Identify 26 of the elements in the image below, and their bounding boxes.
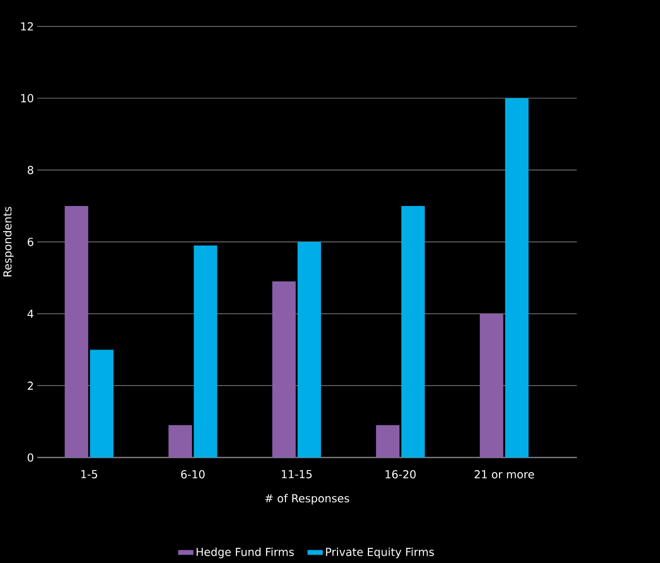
bar xyxy=(480,314,504,458)
bar xyxy=(505,98,529,458)
bar xyxy=(376,425,400,458)
y-axis-title: Respondents xyxy=(3,206,14,276)
x-axis-title: # of Responses xyxy=(265,494,350,505)
legend-label: Private Equity Firms xyxy=(326,548,434,558)
x-tick-label: 11-15 xyxy=(282,470,312,478)
x-tick-label: 16-20 xyxy=(386,470,416,478)
bar xyxy=(90,350,114,458)
y-tick-label: 0 xyxy=(28,453,34,462)
bar xyxy=(194,245,218,458)
legend-label: Hedge Fund Firms xyxy=(196,548,294,558)
y-tick-label: 10 xyxy=(21,94,34,102)
y-tick-label: 2 xyxy=(28,382,33,390)
bar xyxy=(64,206,88,458)
bar xyxy=(401,206,425,458)
bar xyxy=(298,242,322,458)
bar xyxy=(272,281,296,458)
x-tick-label: 1-5 xyxy=(81,470,98,478)
y-tick-label: 6 xyxy=(28,238,34,246)
y-tick-label: 4 xyxy=(28,310,34,318)
x-tick-label: 21 or more xyxy=(474,470,534,478)
x-tick-label: 6-10 xyxy=(181,470,205,478)
bar xyxy=(168,425,192,458)
y-tick-label: 8 xyxy=(28,166,34,174)
y-tick-label: 12 xyxy=(21,22,33,30)
